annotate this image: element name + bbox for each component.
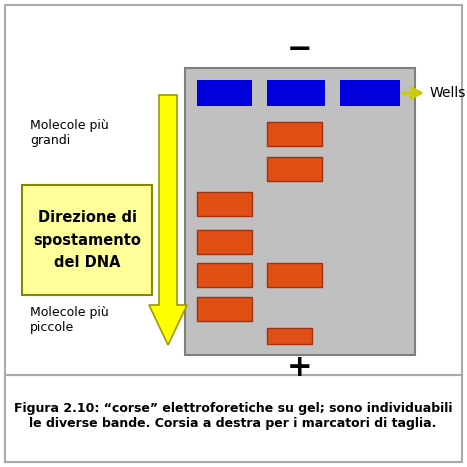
Text: Direzione di
spostamento
del DNA: Direzione di spostamento del DNA <box>33 210 141 270</box>
Text: −: − <box>287 35 313 64</box>
Bar <box>5 375 462 462</box>
Bar <box>340 80 400 106</box>
Bar <box>267 157 322 181</box>
Bar <box>267 263 322 287</box>
Bar <box>197 297 252 321</box>
Bar <box>197 80 252 106</box>
Text: Wells: Wells <box>403 86 467 100</box>
Text: Molecole più
grandi: Molecole più grandi <box>30 119 109 147</box>
Text: +: + <box>287 353 313 382</box>
Bar <box>267 328 312 344</box>
Bar <box>197 192 252 216</box>
Text: Molecole più
piccole: Molecole più piccole <box>30 306 109 334</box>
Bar <box>197 263 252 287</box>
Bar <box>267 122 322 146</box>
Bar <box>267 80 325 106</box>
Bar <box>22 185 152 295</box>
Bar <box>197 230 252 254</box>
Bar <box>185 68 415 355</box>
Text: Figura 2.10: “corse” elettroforetiche su gel; sono individuabili
le diverse band: Figura 2.10: “corse” elettroforetiche su… <box>14 402 452 430</box>
FancyArrow shape <box>149 95 187 345</box>
